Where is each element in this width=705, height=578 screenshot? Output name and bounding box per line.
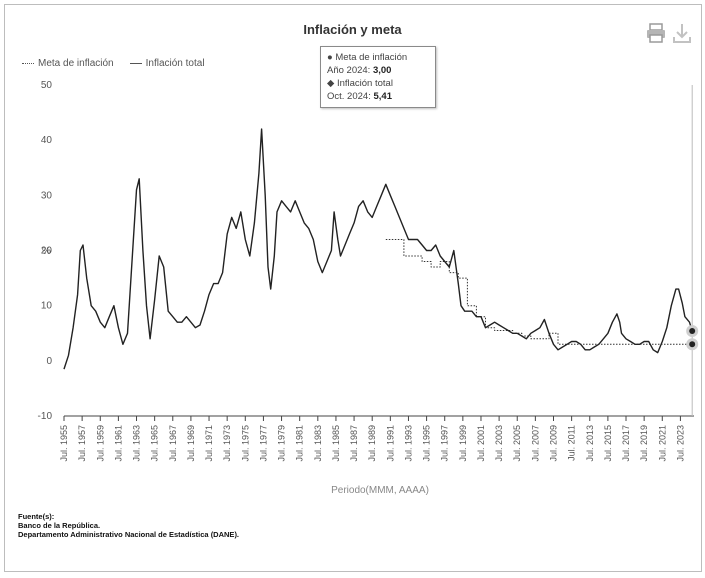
- x-tick-label: Jul. 2007: [530, 425, 540, 462]
- x-tick-label: Jul. 2021: [657, 425, 667, 462]
- tooltip-meta-value: 3,00: [372, 65, 392, 76]
- x-tick-label: Jul. 1969: [186, 425, 196, 462]
- source-line-2: Departamento Administrativo Nacional de …: [18, 530, 240, 539]
- x-tick-label: Jul. 1971: [204, 425, 214, 462]
- source-line-1: Banco de la República.: [18, 521, 101, 530]
- x-tick-label: Jul. 2001: [476, 425, 486, 462]
- tooltip-total-value-row: Oct. 2024: 5,41: [327, 90, 429, 103]
- tooltip-meta-label: Meta de inflación: [335, 52, 408, 63]
- hover-point-total[interactable]: [689, 327, 696, 334]
- y-tick-label: 0: [46, 356, 52, 367]
- x-tick-label: Jul. 1967: [168, 425, 178, 462]
- x-axis: Jul. 1955 Jul. 1957 Jul. 1959 Jul. 1961 Jul.…: [59, 415, 694, 462]
- x-tick-label: Jul. 2003: [494, 425, 504, 462]
- x-tick-label: Jul. 1957: [77, 425, 87, 462]
- x-tick-label: Jul. 1959: [95, 425, 105, 462]
- source-header: Fuente(s):: [18, 512, 55, 521]
- legend-item-total[interactable]: Inflación total: [129, 58, 205, 69]
- download-icon[interactable]: [671, 22, 693, 44]
- series-line-meta: [385, 239, 693, 345]
- x-tick-label: Jul. 1973: [222, 425, 232, 462]
- y-tick-label: 40: [41, 135, 53, 146]
- x-tick-label: Jul. 1975: [240, 425, 250, 462]
- chart-tooltip: ● Meta de inflación Año 2024: 3,00 ◆ Inf…: [320, 46, 436, 108]
- hover-point-meta[interactable]: [689, 341, 696, 348]
- x-tick-label: Jul. 1979: [277, 425, 287, 462]
- y-tick-label: 30: [41, 190, 53, 201]
- legend-swatch-total: [129, 63, 142, 64]
- legend-label-total: Inflación total: [145, 58, 205, 69]
- y-tick-label: 20: [41, 246, 53, 257]
- series-layer: [63, 85, 699, 416]
- x-tick-label: Jul. 1961: [113, 425, 123, 462]
- x-tick-label: Jul. 1985: [331, 425, 341, 462]
- tooltip-total-period: Oct. 2024:: [327, 91, 371, 102]
- x-tick-label: Jul. 1987: [349, 425, 359, 462]
- legend-item-meta[interactable]: Meta de inflación: [22, 58, 114, 69]
- tooltip-meta-period: Año 2024:: [327, 65, 371, 76]
- y-axis-label: %: [42, 246, 51, 257]
- x-tick-label: Jul. 1965: [150, 425, 160, 462]
- x-tick-label: Jul. 1997: [440, 425, 450, 462]
- x-tick-label: Jul. 1981: [295, 425, 305, 462]
- x-tick-label: Jul. 1983: [313, 425, 323, 462]
- x-tick-label: Jul. 1963: [132, 425, 142, 462]
- legend-swatch-meta: [22, 63, 34, 64]
- y-tick-label: 10: [41, 301, 53, 312]
- x-tick-label: Jul. 1977: [258, 425, 268, 462]
- x-tick-label: Jul. 2013: [585, 425, 595, 462]
- x-tick-label: Jul. 1995: [422, 425, 432, 462]
- y-tick-label: -10: [38, 411, 53, 422]
- y-tick-label: 50: [41, 80, 53, 91]
- x-tick-label: Jul. 1989: [367, 425, 377, 462]
- x-axis-label: Periodo(MMM, AAAA): [331, 485, 429, 496]
- x-tick-label: Jul. 2005: [512, 425, 522, 462]
- series-line-total: [63, 128, 693, 370]
- x-tick-label: Jul. 2011: [567, 425, 577, 461]
- chart-toolbar: [645, 22, 693, 44]
- printer-icon[interactable]: [645, 22, 667, 44]
- chart-legend: Meta de inflación Inflación total: [22, 58, 205, 69]
- tooltip-meta-label-row: ● Meta de inflación: [327, 52, 408, 63]
- tooltip-total-label: Inflación total: [336, 78, 393, 89]
- x-tick-label: Jul. 1993: [403, 425, 413, 462]
- x-tick-label: Jul. 1991: [385, 425, 395, 462]
- legend-label-meta: Meta de inflación: [38, 58, 114, 69]
- tooltip-total-value: 5,41: [373, 91, 392, 102]
- y-axis: -10 0 10 20 30 40 50: [38, 80, 53, 422]
- x-tick-label: Jul. 2019: [639, 425, 649, 462]
- chart-title: Inflación y meta: [303, 22, 402, 37]
- tooltip-meta-value-row: Año 2024: 3,00: [327, 64, 429, 77]
- x-tick-label: Jul. 2015: [603, 425, 613, 462]
- x-tick-label: Jul. 2009: [548, 425, 558, 462]
- source-note: Fuente(s): Banco de la República. Depart…: [18, 512, 239, 539]
- x-tick-label: Jul. 2017: [621, 425, 631, 462]
- tooltip-total-label-row: ◆ Inflación total: [327, 78, 393, 89]
- x-tick-label: Jul. 1955: [59, 425, 69, 462]
- x-tick-label: Jul. 2023: [675, 425, 685, 462]
- x-tick-label: Jul. 1999: [458, 425, 468, 462]
